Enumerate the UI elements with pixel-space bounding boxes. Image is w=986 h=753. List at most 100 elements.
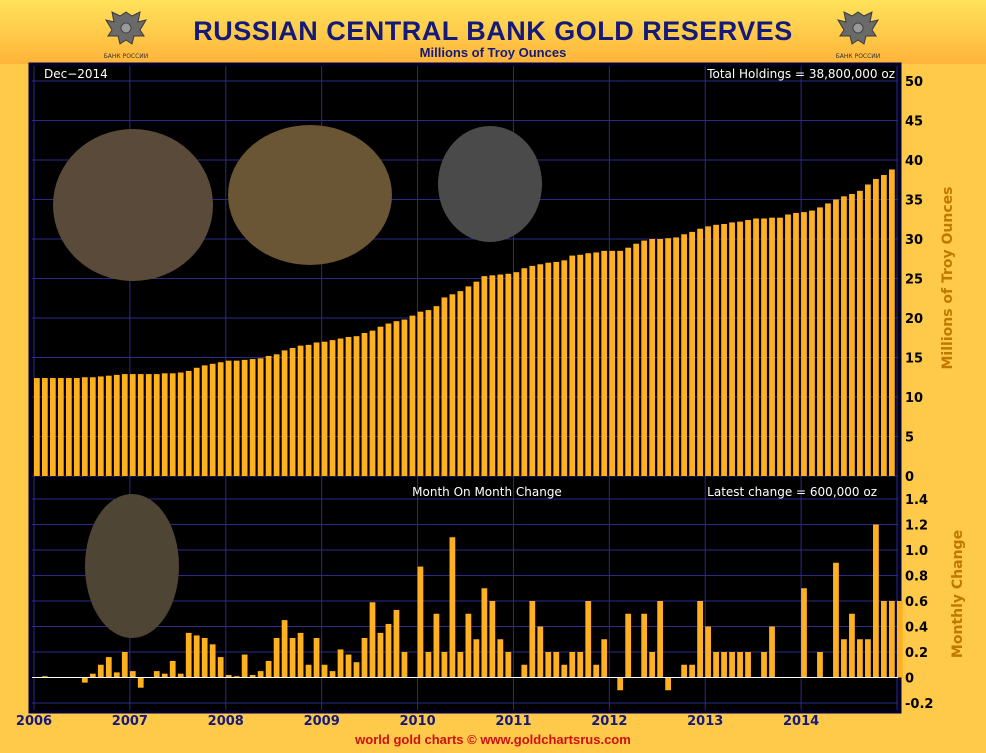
change-bar (745, 652, 751, 678)
change-bar (161, 673, 168, 678)
holdings-bar (697, 228, 703, 476)
holdings-bar (849, 193, 855, 476)
holdings-bar (465, 286, 472, 476)
holdings-bar (649, 239, 656, 476)
change-bar (425, 652, 432, 678)
holdings-bar (449, 294, 456, 476)
holdings-bar (881, 175, 887, 476)
holdings-bar (393, 321, 400, 476)
holdings-bar (113, 374, 120, 476)
change-bar (665, 677, 672, 691)
holdings-bar (34, 378, 40, 476)
holdings-bar (609, 250, 616, 476)
x-axis-ticks: 2006 2007 2008 2009 2010 2011 2012 2013 2014 (16, 714, 819, 729)
holdings-bar (745, 220, 751, 476)
holdings-bar (121, 374, 128, 476)
holdings-bar (57, 378, 64, 476)
photo-putin-gold-bars (53, 129, 213, 281)
holdings-bar (81, 377, 88, 476)
chart-title: RUSSIAN CENTRAL BANK GOLD RESERVES (193, 16, 793, 46)
change-bar (185, 632, 192, 678)
chart-subtitle: Millions of Troy Ounces (419, 45, 567, 60)
change-bar (417, 566, 424, 678)
change-bar (681, 664, 688, 678)
holdings-bar (153, 374, 160, 476)
holdings-bar (657, 239, 664, 476)
holdings-bar (313, 342, 320, 476)
holdings-bar (329, 340, 336, 476)
holdings-bar (241, 359, 248, 476)
change-bar (313, 637, 320, 678)
holdings-bar (641, 240, 648, 476)
y-tick-label: 20 (905, 312, 923, 327)
y-tick-label: 30 (905, 233, 923, 248)
holdings-bar (457, 291, 464, 476)
bank-of-russia-emblem-right: БАНК РОССИИ (830, 6, 886, 62)
change-bar (473, 639, 480, 678)
change-bar (209, 644, 216, 678)
change-bar (241, 654, 248, 678)
change-bar (641, 613, 648, 678)
change-bar (81, 677, 88, 683)
change-bar (657, 601, 664, 678)
y-tick-label: 0.6 (905, 595, 928, 610)
change-bar (289, 637, 296, 678)
holdings-bar (561, 260, 568, 476)
change-bar (625, 613, 632, 678)
holdings-bar (521, 268, 528, 476)
holdings-bar (65, 378, 72, 476)
x-tick-label: 2009 (304, 714, 340, 729)
change-bar (841, 639, 847, 678)
holdings-bar (673, 237, 680, 476)
y-axis-ticks-change: -0.2 0 0.2 0.4 0.6 0.8 1.0 1.2 1.4 (905, 493, 933, 712)
change-bar (881, 601, 887, 678)
holdings-bar (353, 336, 360, 476)
holdings-bar (201, 365, 208, 476)
y-tick-label: 0 (905, 672, 914, 687)
y-tick-label: 35 (905, 194, 923, 209)
change-bar (817, 652, 823, 678)
holdings-bar (873, 178, 879, 476)
y-axis-ticks-holdings: 0 5 10 15 20 25 30 35 40 45 50 (905, 75, 923, 485)
change-bar (321, 664, 328, 678)
y-axis-label-holdings: Millions of Troy Ounces (940, 187, 956, 370)
change-bar (385, 623, 392, 678)
y-tick-label: 25 (905, 273, 923, 288)
holdings-bar (841, 196, 847, 476)
change-bar (353, 662, 360, 678)
holdings-bar (281, 350, 288, 476)
y-tick-label: 0.4 (905, 621, 928, 636)
x-tick-label: 2012 (591, 714, 627, 729)
svg-text:БАНК РОССИИ: БАНК РОССИИ (836, 53, 881, 60)
change-bar (617, 677, 624, 691)
holdings-bar (97, 376, 104, 476)
holdings-bar (585, 253, 592, 476)
holdings-bar (209, 363, 216, 476)
change-bar (193, 635, 200, 678)
change-bar (713, 652, 719, 678)
change-bar (401, 652, 408, 678)
holdings-bar (105, 375, 112, 476)
holdings-bar (49, 378, 56, 476)
holdings-bar (513, 272, 520, 476)
change-bar (721, 652, 727, 678)
y-tick-label: 5 (905, 431, 914, 446)
holdings-bar (617, 250, 624, 476)
holdings-bar (89, 377, 96, 476)
change-bar (217, 657, 224, 678)
change-bar (121, 652, 128, 678)
holdings-bar (601, 250, 608, 476)
holdings-bar (857, 190, 863, 476)
change-bar (441, 652, 448, 678)
change-bar (113, 672, 120, 678)
holdings-bar (169, 373, 176, 476)
change-bar (697, 601, 703, 678)
x-tick-label: 2007 (112, 714, 148, 729)
holdings-bar (737, 221, 743, 476)
change-bar (705, 626, 711, 678)
holdings-bar (321, 341, 328, 476)
holdings-bar (777, 217, 783, 477)
holdings-bar (417, 311, 424, 476)
change-bar (553, 652, 560, 678)
change-bar (233, 676, 240, 678)
